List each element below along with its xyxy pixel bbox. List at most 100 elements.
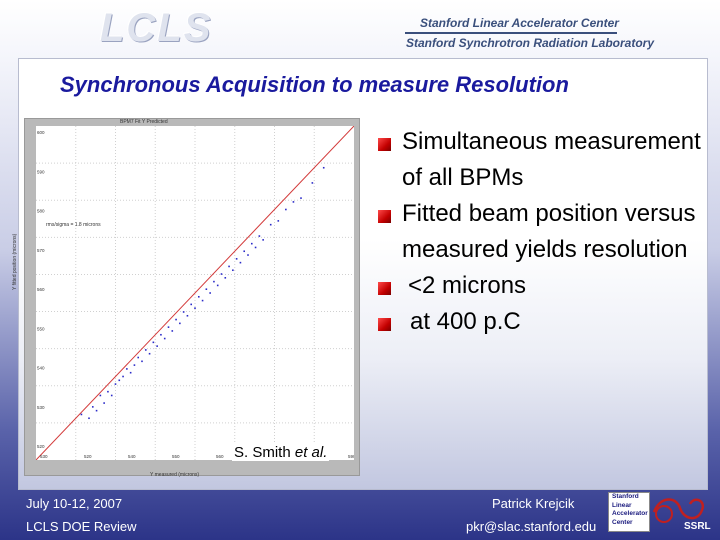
- scatter-plot: 5305205405505605705805906005905805705605…: [36, 126, 354, 460]
- y-tick-label: 530: [37, 405, 45, 410]
- bullet-text: <2 microns: [408, 272, 527, 299]
- data-point: [224, 277, 227, 279]
- data-point: [107, 390, 109, 393]
- bullet-item: <2 microns: [376, 268, 706, 304]
- header-rule: [405, 32, 617, 34]
- plot-annotation: rms/sigma = 1.8 microns: [46, 222, 101, 228]
- data-point: [175, 318, 177, 321]
- footer-review: LCLS DOE Review: [26, 519, 137, 534]
- data-point: [160, 333, 162, 336]
- y-tick-label: 600: [37, 130, 45, 135]
- ssrl-logo-icon: SSRL: [652, 498, 711, 532]
- data-point: [247, 254, 249, 256]
- data-point: [262, 239, 264, 241]
- slac-logo-line: Center: [612, 518, 633, 526]
- bullet-square-icon: [378, 318, 391, 331]
- data-point: [243, 250, 246, 253]
- data-point: [171, 330, 174, 332]
- data-point: [103, 402, 105, 404]
- data-point: [269, 223, 272, 226]
- data-point: [205, 288, 208, 291]
- data-point: [80, 413, 83, 416]
- x-tick-label: 550: [172, 454, 180, 459]
- data-point: [216, 284, 219, 287]
- data-point: [322, 166, 325, 169]
- data-point: [250, 242, 253, 245]
- bullet-text: at 400 p.C: [410, 308, 521, 335]
- slac-name: Stanford Linear Accelerator Center: [420, 16, 619, 30]
- data-point: [190, 303, 193, 306]
- plot-x-axis-label: Y measured (microns): [150, 472, 200, 478]
- bullet-text: Fitted beam position versus measured yie…: [402, 200, 696, 263]
- data-point: [144, 349, 147, 351]
- data-point: [99, 394, 102, 397]
- x-tick-label: 590: [348, 454, 354, 459]
- slide-title: Synchronous Acquisition to measure Resol…: [60, 72, 569, 97]
- data-point: [239, 261, 242, 264]
- bullet-list: Simultaneous measurement of all BPMs Fit…: [376, 124, 706, 340]
- y-tick-label: 590: [37, 169, 45, 174]
- plot-title: BPM7 Fit Y Predicted: [120, 119, 168, 125]
- data-point: [292, 201, 295, 203]
- data-point: [300, 197, 302, 199]
- data-point: [148, 352, 151, 355]
- data-point: [141, 360, 143, 363]
- bullet-item: at 400 p.C: [376, 304, 706, 340]
- ssrl-logo-text: SSRL: [684, 521, 711, 532]
- x-tick-label: 520: [84, 454, 92, 459]
- footer-date: July 10-12, 2007: [26, 496, 123, 511]
- plot-y-axis-label: Y fitted position (microns): [12, 233, 18, 290]
- y-tick-label: 540: [37, 366, 45, 371]
- lcls-logo: LCLS: [100, 6, 213, 50]
- data-point: [126, 368, 128, 370]
- y-tick-label: 520: [37, 444, 45, 449]
- data-point: [114, 383, 117, 385]
- slide-header: LCLS Stanford Linear Accelerator Center …: [0, 0, 720, 56]
- data-point: [228, 265, 230, 268]
- data-point: [137, 356, 140, 359]
- data-point: [118, 379, 121, 382]
- bullet-item: Simultaneous measurement of all BPMs: [376, 124, 706, 196]
- bullet-square-icon: [378, 210, 391, 223]
- data-point: [182, 311, 185, 313]
- slac-logo-line: Linear: [612, 501, 632, 509]
- data-point: [167, 326, 170, 328]
- data-point: [232, 269, 234, 272]
- data-point: [254, 246, 257, 249]
- data-point: [209, 292, 211, 294]
- data-point: [186, 314, 189, 317]
- data-point: [129, 371, 132, 374]
- fit-line: [36, 126, 354, 460]
- x-tick-label: 530: [40, 454, 48, 459]
- data-point: [91, 406, 94, 408]
- bullet-square-icon: [378, 138, 391, 151]
- data-point: [235, 258, 238, 260]
- footer-email: pkr@slac.stanford.edu: [466, 519, 597, 534]
- bullet-item: Fitted beam position versus measured yie…: [376, 196, 706, 268]
- data-point: [194, 307, 196, 309]
- data-point: [88, 417, 90, 420]
- data-point: [152, 341, 155, 344]
- credit-author: S. Smith: [234, 444, 291, 461]
- data-point: [95, 409, 98, 412]
- data-point: [110, 394, 113, 397]
- y-tick-label: 560: [37, 287, 45, 292]
- figure-credit: S. Smith et al.: [232, 444, 330, 461]
- data-point: [220, 273, 223, 275]
- slac-logo: Stanford Linear Accelerator Center: [608, 492, 650, 532]
- bullet-text: Simultaneous measurement of all BPMs: [402, 128, 701, 191]
- data-point: [179, 322, 181, 325]
- data-point: [201, 299, 204, 302]
- data-point: [197, 295, 200, 298]
- footer-presenter: Patrick Krejcik: [492, 496, 575, 511]
- ssrl-name: Stanford Synchrotron Radiation Laborator…: [406, 36, 655, 50]
- data-point: [133, 364, 136, 366]
- data-point: [156, 345, 158, 347]
- data-point: [258, 235, 261, 237]
- data-point: [285, 208, 287, 211]
- y-tick-label: 550: [37, 326, 45, 331]
- x-tick-label: 540: [128, 454, 136, 459]
- y-tick-label: 570: [37, 248, 45, 253]
- credit-etal: et al.: [294, 444, 328, 461]
- slac-logo-line: Stanford: [612, 493, 639, 500]
